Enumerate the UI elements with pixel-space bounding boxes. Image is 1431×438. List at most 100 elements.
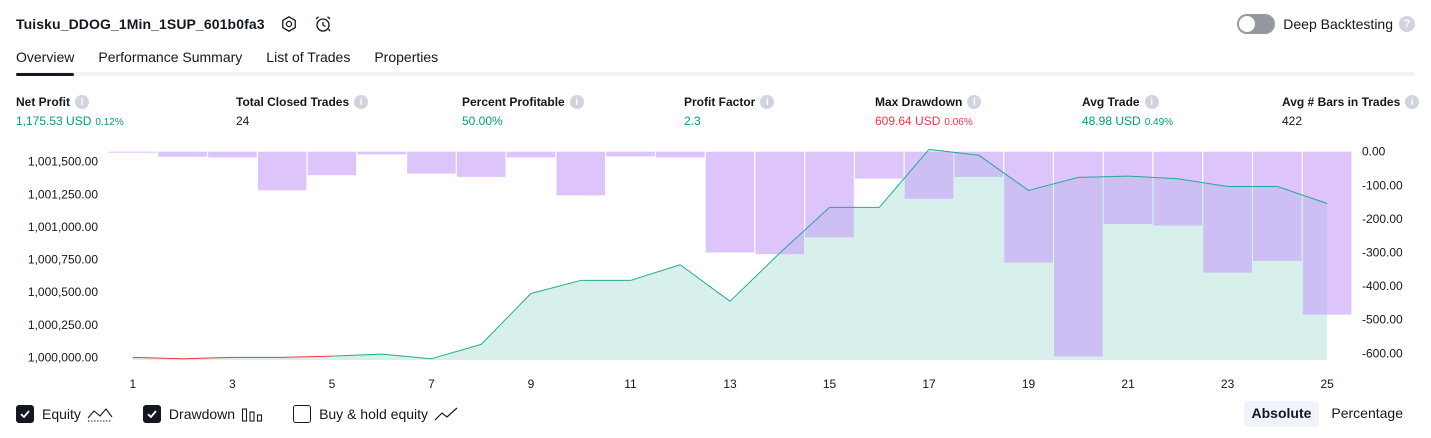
drawdown-bar — [109, 152, 158, 153]
tab-performance-summary[interactable]: Performance Summary — [98, 42, 242, 72]
metric-value: 24 — [236, 114, 368, 130]
legend-buy-hold[interactable]: Buy & hold equity — [293, 405, 458, 423]
absolute-button[interactable]: Absolute — [1244, 401, 1320, 427]
metric-label: Total Closed Trades i — [236, 94, 368, 110]
metric-value-text: 609.64 USD — [875, 114, 940, 128]
alarm-clock-icon[interactable] — [313, 14, 333, 34]
metric-label: Avg # Bars in Trades i — [1282, 94, 1419, 110]
buy-hold-checkbox[interactable] — [293, 405, 311, 423]
metric-value-text: 1,175.53 USD — [16, 114, 91, 128]
metric-label: Avg Trade i — [1082, 94, 1173, 110]
metric-max-drawdown: Max Drawdown i 609.64 USD 0.06% — [875, 94, 981, 130]
strategy-title: Tuisku_DDOG_1Min_1SUP_601b0fa3 — [16, 16, 265, 32]
drawdown-bar — [1303, 152, 1352, 315]
drawdown-bar — [457, 152, 506, 177]
right-axis-tick: -100.00 — [1362, 178, 1403, 192]
legend-equity[interactable]: Equity — [16, 405, 113, 423]
x-axis-tick: 5 — [329, 377, 336, 391]
drawdown-bar — [855, 152, 904, 179]
metric-value-text: 2.3 — [684, 114, 701, 128]
info-icon[interactable]: i — [570, 95, 584, 109]
x-axis-tick: 11 — [624, 377, 637, 391]
drawdown-bar — [755, 152, 804, 254]
info-icon[interactable]: i — [75, 95, 89, 109]
metric-value: 1,175.53 USD 0.12% — [16, 114, 124, 130]
metric-label: Percent Profitable i — [462, 94, 584, 110]
metric-value: 2.3 — [684, 114, 774, 130]
equity-checkbox[interactable] — [16, 405, 34, 423]
metric-label: Max Drawdown i — [875, 94, 981, 110]
info-icon[interactable]: i — [967, 95, 981, 109]
drawdown-bar — [258, 152, 307, 191]
metric-label-text: Avg # Bars in Trades — [1282, 95, 1400, 109]
right-axis-tick: 0.00 — [1362, 145, 1386, 159]
metric-value: 422 — [1282, 114, 1419, 130]
metric-label-text: Percent Profitable — [462, 95, 565, 109]
buy-hold-line-icon — [434, 406, 458, 422]
metric-label: Profit Factor i — [684, 94, 774, 110]
drawdown-bar — [1004, 152, 1053, 263]
metric-value: 609.64 USD 0.06% — [875, 114, 981, 130]
metric-net-profit: Net Profit i 1,175.53 USD 0.12% — [16, 94, 124, 130]
left-axis-tick: 1,001,000.00 — [28, 220, 98, 234]
metric-label-text: Max Drawdown — [875, 95, 962, 109]
drawdown-bar — [656, 152, 705, 158]
left-axis-tick: 1,000,500.00 — [28, 285, 98, 299]
tab-list-of-trades[interactable]: List of Trades — [266, 42, 350, 72]
x-axis-tick: 9 — [528, 377, 535, 391]
deep-backtesting-label: Deep Backtesting — [1283, 16, 1393, 32]
legend-drawdown[interactable]: Drawdown — [143, 405, 263, 423]
left-axis-tick: 1,000,250.00 — [28, 318, 98, 332]
metric-profit-factor: Profit Factor i 2.3 — [684, 94, 774, 130]
drawdown-bar — [1203, 152, 1252, 273]
right-axis-tick: -500.00 — [1362, 313, 1403, 327]
metric-label-text: Net Profit — [16, 95, 70, 109]
metric-total-closed-trades: Total Closed Trades i 24 — [236, 94, 368, 130]
right-axis-tick: -200.00 — [1362, 212, 1403, 226]
display-mode-switch: Absolute Percentage — [1240, 401, 1412, 427]
metric-value-text: 422 — [1282, 114, 1302, 128]
drawdown-bar — [706, 152, 755, 253]
metric-label-text: Profit Factor — [684, 95, 755, 109]
info-icon[interactable]: i — [760, 95, 774, 109]
drawdown-checkbox[interactable] — [143, 405, 161, 423]
metric-avg-bars-in-trades: Avg # Bars in Trades i 422 — [1282, 94, 1419, 130]
x-axis-tick: 21 — [1121, 377, 1135, 391]
legend-drawdown-label: Drawdown — [169, 406, 235, 422]
help-icon[interactable]: ? — [1399, 16, 1415, 32]
tab-bar: Overview Performance Summary List of Tra… — [16, 42, 1415, 76]
metric-avg-trade: Avg Trade i 48.98 USD 0.49% — [1082, 94, 1173, 130]
info-icon[interactable]: i — [1145, 95, 1159, 109]
x-axis-tick: 17 — [922, 377, 936, 391]
settings-icon[interactable] — [279, 14, 299, 34]
deep-backtesting: Deep Backtesting ? — [1237, 12, 1415, 36]
drawdown-bar — [805, 152, 854, 238]
metric-value-text: 48.98 USD — [1082, 114, 1141, 128]
metric-value-percent: 0.49% — [1145, 117, 1173, 128]
tab-overview[interactable]: Overview — [16, 42, 74, 72]
toggle-knob — [1239, 16, 1255, 32]
right-axis-tick: -300.00 — [1362, 245, 1403, 259]
drawdown-bar — [407, 152, 456, 174]
left-axis-tick: 1,000,750.00 — [28, 253, 98, 267]
percentage-button[interactable]: Percentage — [1323, 401, 1411, 427]
info-icon[interactable]: i — [354, 95, 368, 109]
equity-area-icon — [87, 406, 113, 422]
tab-properties[interactable]: Properties — [374, 42, 438, 72]
metric-value: 48.98 USD 0.49% — [1082, 114, 1173, 130]
info-icon[interactable]: i — [1405, 95, 1419, 109]
x-axis-tick: 23 — [1221, 377, 1235, 391]
metric-label-text: Total Closed Trades — [236, 95, 349, 109]
left-axis-tick: 1,000,000.00 — [28, 350, 98, 364]
legend-buy-hold-label: Buy & hold equity — [319, 406, 428, 422]
drawdown-bar — [1253, 152, 1302, 261]
x-axis-tick: 19 — [1022, 377, 1036, 391]
drawdown-bar — [1154, 152, 1203, 226]
left-axis-tick: 1,001,250.00 — [28, 187, 98, 201]
drawdown-bars-icon — [241, 406, 263, 422]
left-axis-tick: 1,001,500.00 — [28, 155, 98, 169]
deep-backtesting-toggle[interactable] — [1237, 14, 1275, 34]
drawdown-bar — [1054, 152, 1103, 357]
metric-value-percent: 0.06% — [944, 117, 972, 128]
equity-drawdown-chart: 1,001,500.00 1,001,250.00 1,001,000.00 1,00… — [0, 140, 1431, 395]
